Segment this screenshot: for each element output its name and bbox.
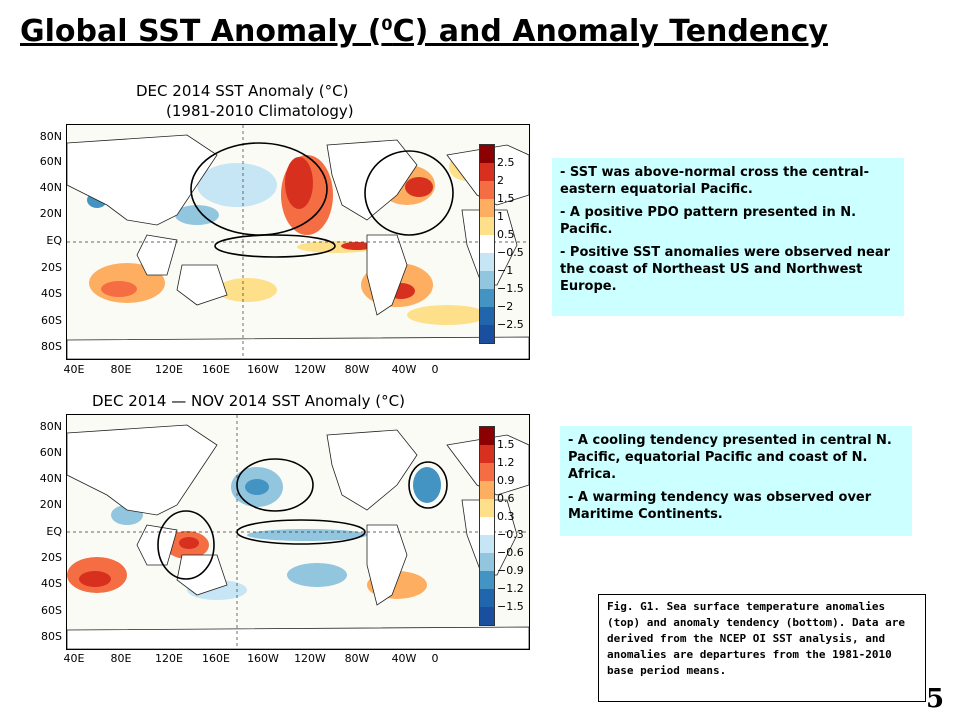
colorbar-swatch [480,271,494,289]
colorbar-swatch [480,217,494,235]
colorbar-swatch [480,589,494,607]
bottom-map-title: DEC 2014 — NOV 2014 SST Anomaly (°C) [92,392,405,410]
bottom-summary-item: - A warming tendency was observed over M… [568,489,904,523]
top-summary-item: - A positive PDO pattern presented in N.… [560,204,896,238]
colorbar-swatch [480,325,494,343]
top-summary-item: - Positive SST anomalies were observed n… [560,244,896,295]
top-summary-item: - SST was above-normal cross the central… [560,164,896,198]
colorbar-swatch [480,517,494,535]
top-map-subtitle: (1981-2010 Climatology) [166,102,354,120]
colorbar-swatch [480,481,494,499]
figure-caption: Fig. G1. Sea surface temperature anomali… [598,594,926,702]
colorbar-swatch [480,535,494,553]
top-summary-box: - SST was above-normal cross the central… [552,158,904,316]
top-colorbar [479,144,495,344]
colorbar-swatch [480,163,494,181]
bottom-map-canvas [67,415,529,649]
colorbar-swatch [480,571,494,589]
colorbar-swatch [480,235,494,253]
colorbar-swatch [480,289,494,307]
colorbar-swatch [480,553,494,571]
colorbar-swatch [480,145,494,163]
top-sst-anomaly-map [66,124,530,360]
colorbar-swatch [480,463,494,481]
bottom-sst-tendency-map [66,414,530,650]
colorbar-swatch [480,445,494,463]
top-map-title: DEC 2014 SST Anomaly (°C) [136,82,348,100]
bottom-summary-item: - A cooling tendency presented in centra… [568,432,904,483]
colorbar-swatch [480,181,494,199]
colorbar-swatch [480,253,494,271]
page-title: Global SST Anomaly (0C) and Anomaly Tend… [20,14,828,49]
colorbar-swatch [480,499,494,517]
colorbar-swatch [480,427,494,445]
page-number: 5 [926,684,944,714]
colorbar-swatch [480,199,494,217]
bottom-summary-box: - A cooling tendency presented in centra… [560,426,912,536]
colorbar-swatch [480,307,494,325]
colorbar-swatch [480,607,494,625]
bottom-colorbar [479,426,495,626]
top-map-canvas [67,125,529,359]
